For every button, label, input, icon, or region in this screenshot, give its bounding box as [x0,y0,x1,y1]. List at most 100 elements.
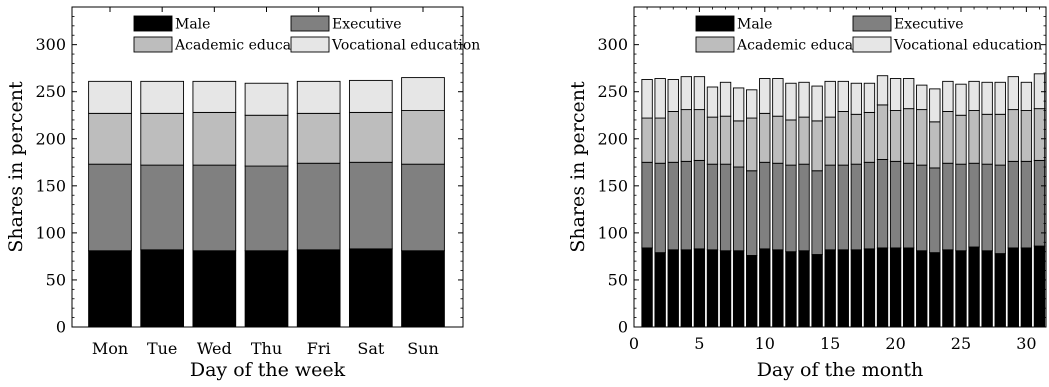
bar-executive-7 [719,163,732,252]
x-axis-label: Day of the month [757,359,924,381]
bar-vocational-education-27 [981,81,993,115]
bar-vocational-education-18 [863,82,876,113]
bar-vocational-education-17 [850,82,863,115]
bar-academic-education-31 [1033,108,1046,161]
bar-male-14 [811,254,823,328]
x-tick-label-wed: Wed [197,339,232,358]
x-tick-label-sun: Sun [407,339,439,358]
y-axis-label: Shares in percent [567,81,589,253]
bar-vocational-education-22 [916,84,928,111]
bar-executive-28 [994,164,1006,255]
bar-male-11 [772,249,784,328]
bar-male-6 [706,249,719,328]
bar-vocational-education-6 [706,86,719,118]
bar-executive-15 [824,164,836,251]
bar-executive-5 [296,162,341,251]
bar-vocational-education-1 [641,79,653,119]
bar-vocational-education-26 [968,80,980,111]
y-tick-label: 100 [35,223,66,242]
bar-male-28 [994,253,1006,328]
bar-male-27 [981,250,993,328]
bar-academic-education-22 [916,109,928,166]
bar-academic-education-17 [850,113,863,165]
x-tick-label: 20 [885,334,905,353]
bar-executive-27 [981,163,993,252]
bar-executive-26 [968,162,980,248]
y-tick-label: 150 [597,176,628,195]
bar-executive-2 [654,162,666,254]
bar-academic-education-11 [772,115,784,164]
bar-academic-education-2 [140,112,185,166]
y-tick-label: 250 [597,82,628,101]
bar-vocational-education-1 [88,80,132,114]
x-tick-label: 5 [694,334,704,353]
bar-male-15 [824,249,836,328]
bar-male-18 [863,248,876,328]
bar-male-7 [401,250,445,328]
x-tick-label-mon: Mon [92,339,128,358]
bar-male-13 [798,250,810,328]
bar-executive-1 [641,161,653,249]
bar-academic-education-4 [680,109,693,162]
bar-academic-education-14 [811,120,823,172]
y-axis: 0 50 100 150 200 250 300 [35,6,463,337]
y-tick-label: 150 [35,176,66,195]
y-tick-label: 50 [46,270,66,289]
bar-academic-education-3 [192,111,237,166]
bar-vocational-education-12 [785,82,797,121]
bar-male-17 [850,249,863,328]
bar-academic-education-12 [785,119,797,166]
bars [88,77,445,328]
x-tick-label-sat: Sat [357,339,385,358]
bar-vocational-education-28 [994,81,1006,115]
bar-executive-12 [785,164,797,253]
bar-male-2 [654,252,666,328]
y-tick-label: 50 [608,270,628,289]
bar-executive-30 [1020,160,1033,249]
chart-day-of-month: 0 50 100 150 200 250 300 0 5 10 15 20 25 30 Day of the… [567,6,1047,381]
bar-vocational-education-7 [719,81,732,117]
bar-vocational-education-5 [296,80,341,114]
legend-item-male: Male [133,15,210,33]
legend-label-executive: Executive [894,17,964,33]
bar-academic-education-8 [732,120,745,168]
x-tick-label-tue: Tue [147,339,177,358]
y-tick-label: 0 [56,318,66,337]
bar-academic-education-4 [244,114,289,167]
bar-male-26 [968,246,980,328]
bar-vocational-education-15 [824,80,836,118]
x-axis: 0 5 10 15 20 25 30 [629,7,1040,353]
bar-male-5 [296,249,341,328]
bar-vocational-education-3 [192,80,237,113]
x-tick-label: 10 [755,334,775,353]
bar-vocational-education-23 [929,88,941,123]
bar-executive-13 [798,163,810,252]
bar-vocational-education-19 [876,75,889,106]
bar-male-1 [88,250,132,328]
bar-vocational-education-13 [798,81,810,118]
bar-executive-11 [772,162,784,251]
bar-executive-17 [850,163,863,251]
x-tick-label-fri: Fri [307,339,331,358]
legend-swatch-vocational-education [290,36,330,53]
bar-male-10 [759,248,771,328]
bar-male-25 [955,250,967,328]
bar-vocational-education-5 [693,76,706,111]
bar-vocational-education-25 [955,83,967,116]
legend-label-academic-education: Academic education [736,38,881,54]
bar-academic-education-19 [876,104,889,160]
bar-vocational-education-4 [680,76,693,111]
bar-executive-22 [916,164,928,252]
bar-executive-2 [140,164,185,251]
x-axis: Mon Tue Wed Thu Fri Sat Sun [92,7,439,358]
bars [641,73,1046,328]
bar-executive-21 [902,162,915,249]
bar-academic-education-16 [837,111,849,166]
legend: Male Executive Academic education Vocationa… [133,15,480,54]
bar-male-31 [1033,245,1046,328]
bar-academic-education-7 [401,110,445,165]
bar-academic-education-1 [641,117,653,163]
bar-executive-20 [889,160,902,249]
bar-executive-4 [680,160,693,251]
bar-academic-education-26 [968,110,980,164]
